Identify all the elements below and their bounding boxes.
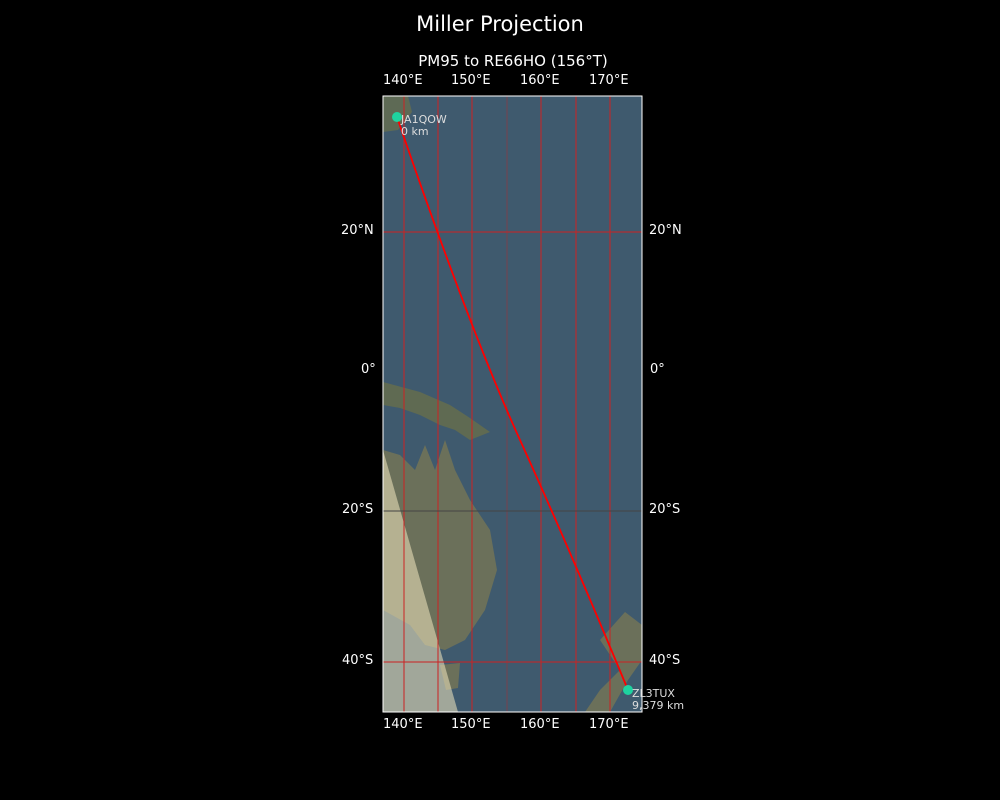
great-circle-path	[396, 116, 629, 691]
lon-tick-top: 150°E	[451, 73, 491, 88]
station-call: JA1QOW	[401, 113, 447, 126]
land-new-zealand	[585, 612, 642, 712]
lon-tick-top: 140°E	[383, 73, 423, 88]
station-distance: 9,379 km	[632, 699, 685, 712]
station-distance: 0 km	[401, 125, 429, 138]
station-call: ZL3TUX	[632, 687, 675, 700]
lat-tick-right: 0°	[650, 362, 665, 377]
lat-tick-right: 40°S	[649, 653, 681, 668]
lat-tick-left: 40°S	[342, 653, 374, 668]
lat-tick-right: 20°S	[649, 502, 681, 517]
land-new-guinea	[383, 382, 490, 440]
lat-tick-left: 20°N	[341, 223, 374, 238]
map-title: Miller Projection	[416, 12, 584, 36]
lat-tick-left: 20°S	[342, 502, 374, 517]
lat-tick-left: 0°	[361, 362, 376, 377]
lon-tick-top: 170°E	[589, 73, 629, 88]
graticule	[383, 96, 642, 712]
map-frame	[382, 95, 643, 713]
lon-tick-bottom: 160°E	[520, 717, 560, 732]
lon-tick-bottom: 150°E	[451, 717, 491, 732]
station-label-start: JA1QOW 0 km	[401, 114, 447, 138]
lon-tick-bottom: 170°E	[589, 717, 629, 732]
lon-tick-bottom: 140°E	[383, 717, 423, 732]
daylight-region	[383, 450, 458, 712]
map-subtitle: PM95 to RE66HO (156°T)	[418, 52, 608, 70]
station-label-end: ZL3TUX 9,379 km	[632, 688, 684, 712]
lon-tick-top: 160°E	[520, 73, 560, 88]
station-marker-start[interactable]	[392, 112, 402, 122]
lat-tick-right: 20°N	[649, 223, 682, 238]
station-marker-end[interactable]	[623, 685, 633, 695]
